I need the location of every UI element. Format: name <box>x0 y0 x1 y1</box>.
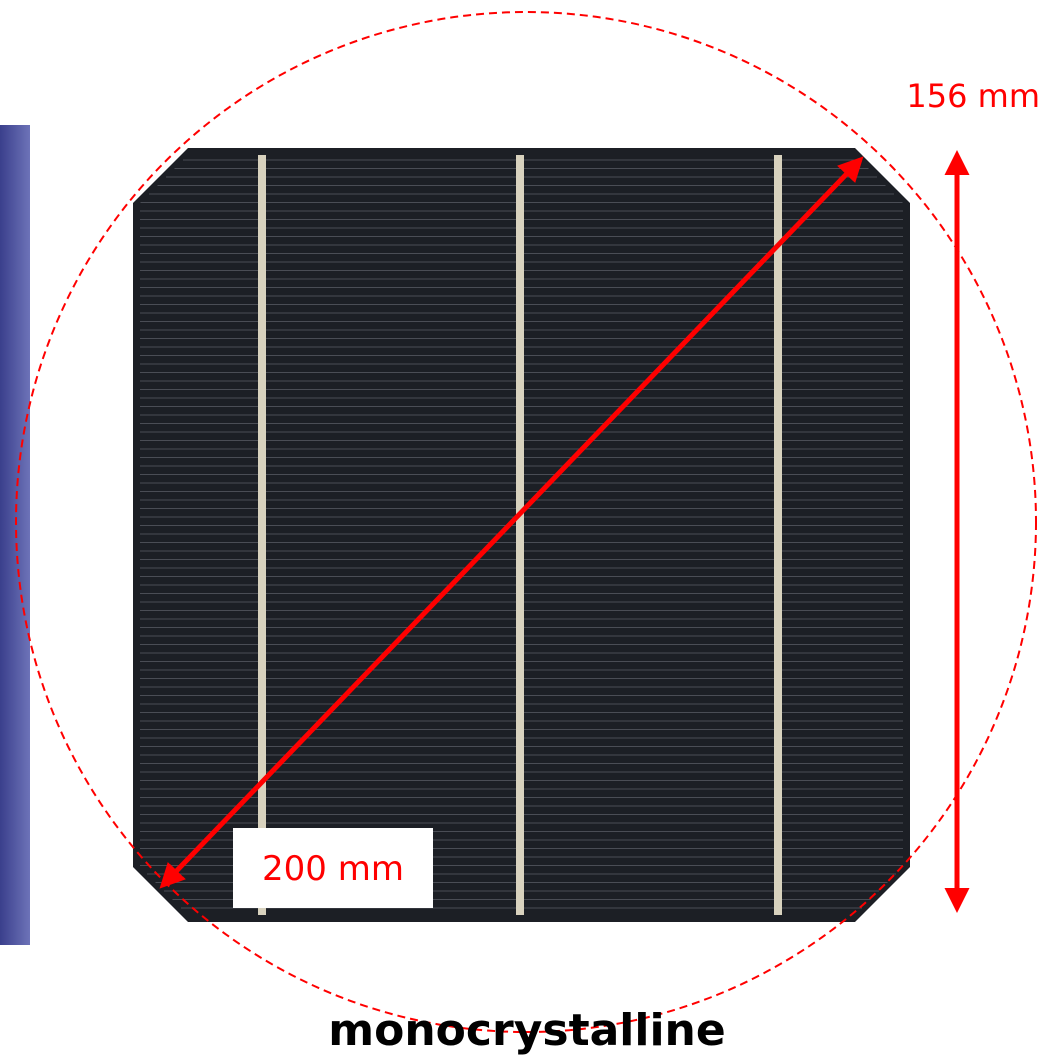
neighbor-cell <box>0 125 30 945</box>
busbar <box>516 155 524 915</box>
caption: monocrystalline <box>328 1005 725 1056</box>
figure: 200 mm 156 mm monocrystalline <box>0 0 1046 1058</box>
height-label: 156 mm <box>906 77 1040 115</box>
busbar <box>774 155 782 915</box>
diagonal-label: 200 mm <box>262 849 404 889</box>
busbar <box>258 155 266 915</box>
page: 200 mm 156 mm monocrystalline (() => { c… <box>0 0 1046 1058</box>
